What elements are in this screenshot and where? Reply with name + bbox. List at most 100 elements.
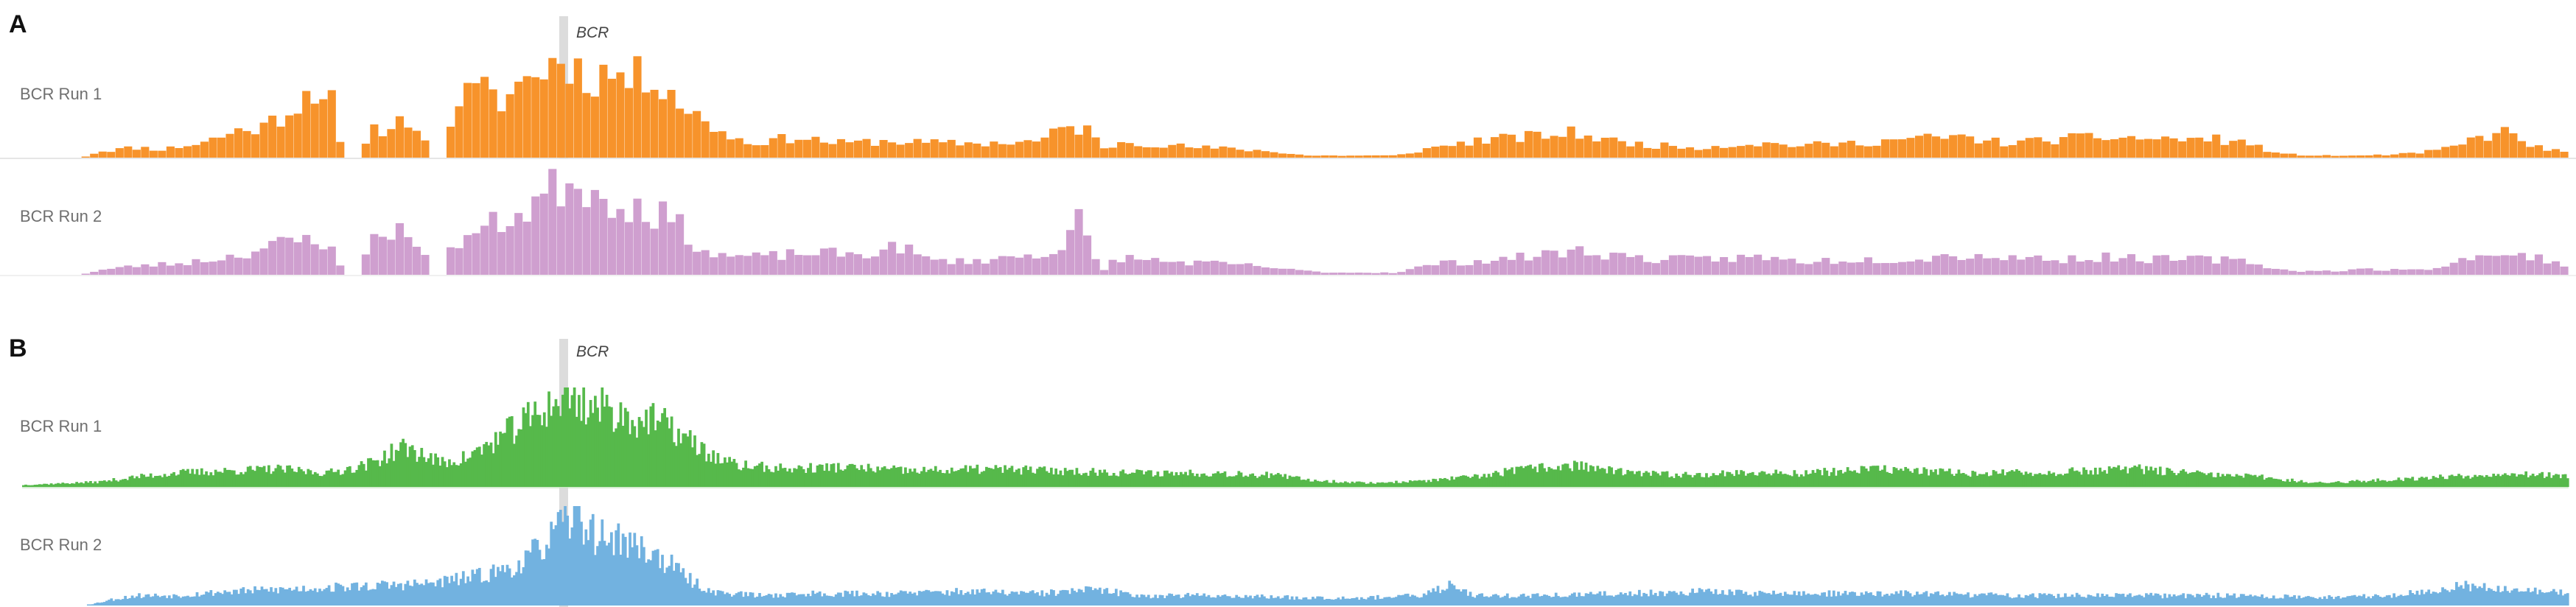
coverage-bin — [1765, 593, 1768, 606]
coverage-bin — [992, 469, 995, 487]
coverage-bin — [1821, 142, 1830, 158]
coverage-bin — [2154, 593, 2157, 606]
coverage-bin — [2129, 593, 2132, 606]
coverage-bin — [2559, 478, 2563, 487]
coverage-bin — [1320, 481, 1324, 487]
coverage-bin — [1950, 595, 1953, 606]
coverage-bin — [1637, 471, 1641, 487]
coverage-bin — [548, 169, 557, 275]
coverage-bin — [337, 469, 340, 487]
coverage-bin — [1642, 592, 1646, 606]
coverage-bin — [2244, 473, 2247, 487]
coverage-bin — [2177, 595, 2180, 606]
coverage-bin — [1142, 594, 1146, 606]
coverage-bin — [1684, 471, 1687, 487]
coverage-bin — [1695, 592, 1699, 606]
coverage-bin — [1547, 466, 1551, 487]
coverage-bin — [267, 465, 270, 487]
coverage-bin — [102, 602, 106, 606]
coverage-bin — [1392, 597, 1396, 606]
coverage-bin — [1610, 467, 1614, 487]
coverage-bin — [1501, 476, 1505, 487]
coverage-bin — [2468, 591, 2472, 606]
coverage-bin — [1967, 475, 1970, 487]
coverage-bin — [416, 583, 419, 606]
coverage-bin — [752, 145, 760, 158]
coverage-bin — [860, 465, 864, 487]
coverage-bin — [1278, 268, 1287, 275]
coverage-bin — [732, 458, 736, 487]
coverage-bin — [649, 560, 653, 606]
coverage-bin — [276, 464, 280, 487]
coverage-bin — [540, 425, 544, 487]
coverage-bin — [923, 466, 925, 487]
coverage-bin — [1001, 589, 1004, 606]
coverage-bin — [2178, 141, 2187, 158]
coverage-bin — [183, 264, 192, 275]
coverage-bin — [1075, 468, 1079, 487]
coverage-bin — [1959, 594, 1963, 606]
coverage-bin — [848, 594, 852, 606]
coverage-bin — [1656, 596, 1659, 606]
coverage-bin — [1934, 469, 1937, 487]
coverage-bin — [2184, 471, 2188, 487]
coverage-bin — [605, 394, 609, 487]
coverage-bin — [31, 485, 35, 487]
coverage-bin — [1290, 596, 1294, 606]
coverage-bin — [491, 564, 495, 606]
coverage-bin — [524, 550, 528, 606]
coverage-bin — [1261, 267, 1270, 275]
coverage-bin — [353, 472, 357, 487]
coverage-bin — [445, 467, 449, 487]
coverage-bin — [2555, 592, 2558, 606]
coverage-bin — [816, 592, 819, 606]
coverage-bin — [1281, 597, 1284, 606]
coverage-bin — [2110, 138, 2119, 158]
coverage-bin — [690, 447, 694, 487]
coverage-bin — [94, 481, 97, 487]
coverage-bin — [2140, 595, 2143, 606]
coverage-bin — [1545, 594, 1549, 606]
coverage-bin — [1341, 596, 1345, 606]
coverage-bin — [1880, 263, 1889, 275]
coverage-bin — [1709, 591, 1713, 606]
coverage-bin — [769, 594, 773, 606]
coverage-bin — [244, 593, 248, 606]
coverage-bin — [1457, 589, 1460, 606]
coverage-bin — [2492, 133, 2501, 158]
coverage-bin — [1802, 476, 1805, 487]
coverage-bin — [823, 470, 826, 487]
coverage-bin — [728, 457, 731, 487]
coverage-bin — [267, 592, 270, 606]
coverage-bin — [2008, 597, 2012, 606]
coverage-bin — [2362, 480, 2366, 487]
coverage-bin — [531, 415, 534, 487]
coverage-bin — [1874, 466, 1877, 487]
coverage-bin — [1303, 155, 1312, 158]
coverage-bin — [2290, 478, 2294, 487]
coverage-bin — [318, 475, 321, 487]
coverage-bin — [1413, 480, 1416, 487]
coverage-bin — [281, 469, 284, 487]
coverage-bin — [441, 457, 444, 487]
coverage-bin — [624, 88, 634, 158]
coverage-bin — [650, 89, 659, 158]
coverage-bin — [714, 463, 718, 487]
coverage-bin — [1890, 474, 1894, 487]
coverage-bin — [811, 590, 815, 606]
coverage-bin — [742, 597, 745, 606]
coverage-bin — [743, 144, 752, 158]
coverage-bin — [1740, 590, 1743, 606]
coverage-bin — [2042, 261, 2051, 275]
coverage-bin — [179, 597, 183, 606]
coverage-bin — [1404, 594, 1407, 606]
coverage-bin — [939, 591, 942, 606]
coverage-bin — [654, 430, 657, 487]
coverage-bin — [888, 142, 897, 158]
coverage-bin — [2290, 597, 2294, 606]
coverage-bin — [955, 588, 958, 606]
coverage-bin — [1511, 597, 1513, 606]
coverage-bin — [2346, 596, 2350, 606]
coverage-bin — [395, 223, 404, 275]
coverage-bin — [2219, 597, 2222, 606]
